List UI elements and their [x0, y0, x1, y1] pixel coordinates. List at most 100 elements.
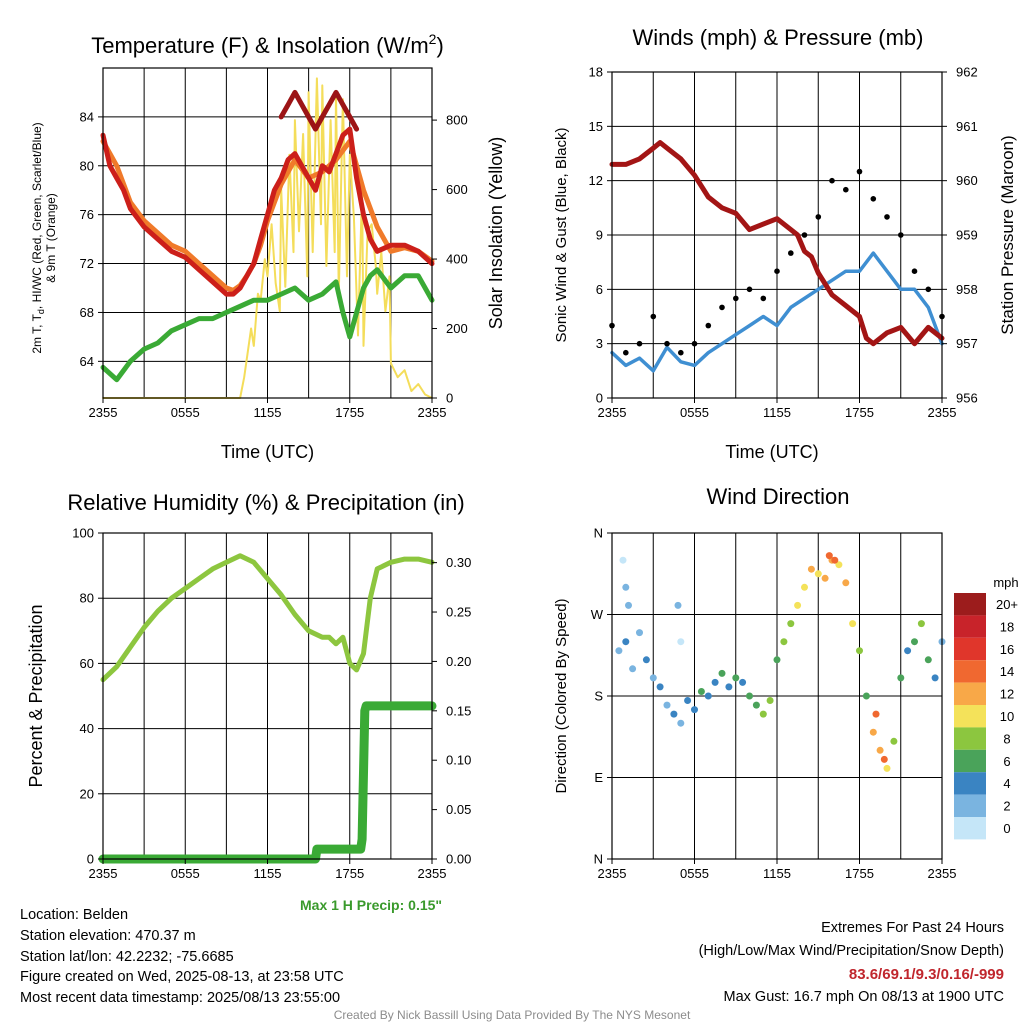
winds-y2-tick-label: 962	[956, 65, 978, 80]
rh-y2-tick-label: 0.15	[446, 703, 471, 718]
wind-gust-point	[856, 168, 863, 175]
heat_index-line	[278, 89, 360, 132]
extremes-description: (High/Low/Max Wind/Precipitation/Snow De…	[698, 943, 1004, 959]
temp-y-tick-label: 64	[80, 354, 94, 369]
winds-y-tick-label: 6	[596, 282, 603, 297]
winds-y-tick-label: 18	[589, 65, 603, 80]
wind-gust-point	[650, 313, 657, 320]
wind-direction-point	[625, 601, 632, 609]
wind-direction-point	[842, 579, 850, 587]
rh-y-tick-label: 80	[80, 591, 94, 606]
legend-swatch	[954, 817, 986, 840]
wind-gust-point	[829, 177, 835, 184]
wind-direction-point	[794, 601, 802, 609]
rh-y2-tick-label: 0.00	[446, 852, 471, 867]
wind-dir-x-tick-label: 2355	[928, 866, 957, 881]
wind-direction-point	[869, 728, 877, 736]
wind-gust-point	[733, 295, 739, 302]
temp-x-tick-label: 0555	[171, 405, 200, 420]
footer-created: Figure created on Wed, 2025-08-13, at 23…	[20, 969, 344, 985]
wind-direction-point	[718, 669, 726, 677]
legend-swatch	[954, 772, 986, 795]
rh-y2-tick-label: 0.20	[446, 654, 471, 669]
wind-direction-point	[883, 764, 891, 772]
legend-swatch	[954, 637, 986, 661]
winds-x-tick-label: 1755	[845, 405, 874, 420]
wind-direction-point	[725, 683, 733, 691]
wind-direction-point	[872, 710, 880, 718]
wind-gust-point	[843, 186, 849, 193]
wind-direction-point	[739, 678, 747, 686]
extremes-values: 83.6/69.1/9.3/0.16/-999	[848, 966, 1004, 983]
wind-direction-point	[619, 556, 627, 564]
precipitation-line	[98, 701, 437, 864]
sonic-wind-line	[610, 251, 944, 373]
wind-gust-point	[746, 286, 753, 293]
wind-direction-point	[766, 697, 774, 704]
wind-gust-point	[788, 250, 794, 256]
wind-direction-point	[835, 561, 843, 569]
temp-y2-tick-label: 0	[446, 391, 453, 406]
footer-elevation: Station elevation: 470.37 m	[20, 928, 196, 944]
legend-swatch	[954, 615, 986, 638]
wind-direction-point	[821, 574, 829, 582]
wind-direction-point	[759, 710, 767, 718]
temp-y2-tick-label: 600	[446, 182, 468, 197]
legend-label: 20+	[996, 597, 1018, 612]
temp-x-tick-label: 1155	[254, 405, 282, 420]
wind-direction-point	[911, 638, 918, 646]
temp-y2-axis-title: Solar Insolation (Yellow)	[486, 137, 506, 329]
wind-direction-point	[752, 701, 760, 709]
legend-swatch	[954, 660, 986, 683]
wind-direction-point	[704, 692, 712, 700]
wind-direction-point	[831, 556, 839, 564]
legend-swatch	[954, 727, 986, 750]
legend-swatch	[954, 682, 986, 705]
winds-y-tick-label: 0	[596, 391, 603, 406]
wind-gust-point	[911, 268, 918, 275]
wind-direction-point	[880, 755, 888, 763]
rh-x-tick-label: 2355	[418, 866, 447, 881]
wind-direction-point	[876, 746, 884, 754]
winds-chart-title: Winds (mph) & Pressure (mb)	[633, 25, 924, 50]
max-gust: Max Gust: 16.7 mph On 08/13 at 1900 UTC	[723, 989, 1004, 1005]
wind-gust-point	[678, 349, 684, 356]
winds-y2-tick-label: 956	[956, 391, 978, 406]
wind-direction-point	[649, 674, 657, 682]
dewpoint-line	[100, 267, 435, 383]
wind-direction-point	[801, 583, 808, 591]
wind-gust-point	[636, 340, 643, 347]
winds-y2-tick-label: 961	[956, 119, 978, 134]
credit-line: Created By Nick Bassill Using Data Provi…	[333, 1008, 691, 1022]
rh-chart-title: Relative Humidity (%) & Precipitation (i…	[67, 490, 464, 515]
winds-y2-tick-label: 960	[956, 173, 978, 188]
temp-chart-title: Temperature (F) & Insolation (W/m2)	[91, 31, 444, 58]
wind-dir-y-tick-label: W	[591, 607, 604, 622]
temp-y2-tick-label: 200	[446, 321, 468, 336]
rh-y2-tick-label: 0.25	[446, 605, 471, 620]
footer-latlon: Station lat/lon: 42.2232; -75.6685	[20, 949, 234, 965]
rh-x-tick-label: 1155	[254, 866, 282, 881]
wind-direction-point	[697, 688, 705, 695]
wind-direction-point	[677, 638, 685, 646]
legend-label: 6	[1003, 754, 1010, 769]
rh-y-tick-label: 20	[80, 786, 94, 801]
temp-x-tick-label: 2355	[418, 405, 447, 420]
legend-swatch	[954, 749, 986, 773]
legend-label: 12	[1000, 687, 1014, 702]
temp-y2-tick-label: 800	[446, 113, 468, 128]
footer-recent: Most recent data timestamp: 2025/08/13 2…	[20, 990, 341, 1006]
footer-location: Location: Belden	[20, 907, 129, 923]
wind-direction-point	[890, 737, 898, 745]
extremes-title: Extremes For Past 24 Hours	[821, 920, 1004, 936]
wind-direction-point	[814, 570, 822, 578]
winds-y-tick-label: 3	[596, 336, 603, 351]
rh-y-tick-label: 40	[80, 721, 94, 736]
wind-direction-point	[629, 665, 637, 673]
legend-label: 14	[1000, 664, 1014, 679]
winds-x-tick-label: 2355	[598, 405, 627, 420]
winds-y2-axis-title: Station Pressure (Maroon)	[998, 135, 1017, 334]
wind-direction-point	[780, 638, 788, 646]
wind-gust-point	[884, 214, 890, 220]
